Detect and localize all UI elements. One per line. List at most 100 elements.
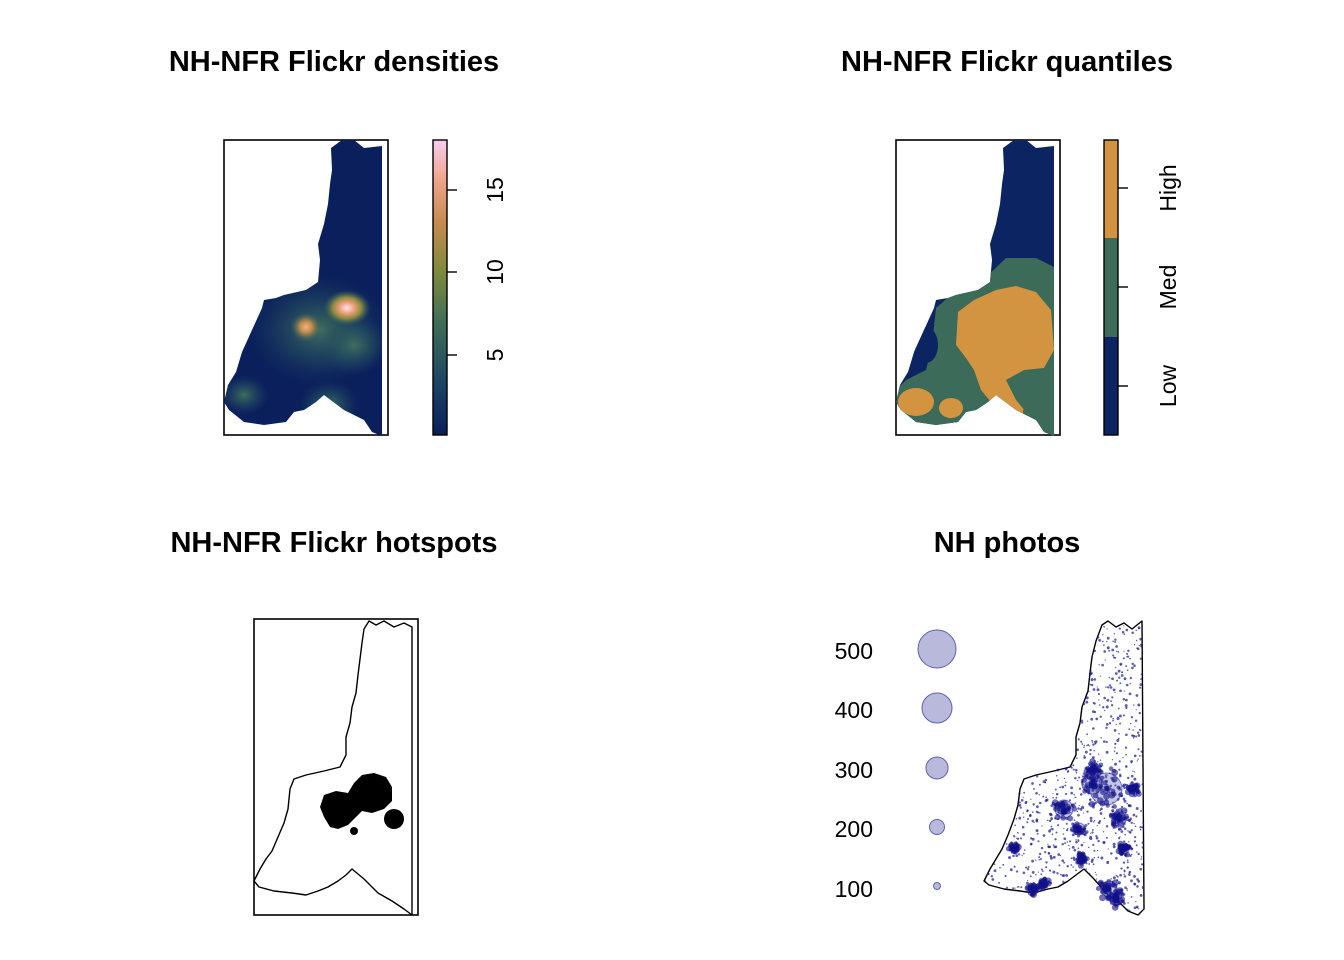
photo-point <box>1013 865 1016 868</box>
photo-point <box>1106 636 1110 640</box>
photo-point <box>1122 861 1126 864</box>
photo-point <box>1040 846 1044 850</box>
photo-point <box>1070 786 1074 790</box>
photo-point <box>1109 686 1113 689</box>
photo-point <box>1091 756 1095 759</box>
title-densities: NH-NFR Flickr densities <box>168 46 500 78</box>
photo-point <box>1005 843 1008 845</box>
photo-point <box>1051 827 1054 831</box>
photo-point <box>1133 704 1135 706</box>
photo-point <box>1074 777 1077 780</box>
photo-point <box>1131 631 1134 634</box>
photo-point <box>1070 864 1073 866</box>
photo-point <box>1130 896 1133 898</box>
photo-point <box>1128 840 1130 843</box>
photo-point <box>1006 886 1009 889</box>
photo-point <box>1091 803 1095 807</box>
photo-point <box>1089 748 1092 752</box>
photo-point <box>1036 775 1039 778</box>
photo-point <box>1119 773 1122 776</box>
photo-point <box>1125 818 1129 822</box>
photo-point <box>1089 753 1092 756</box>
photo-point <box>1097 879 1104 886</box>
bubble-label-300: 300 <box>835 757 873 783</box>
photo-point <box>1089 819 1093 823</box>
photo-point <box>1082 826 1087 831</box>
photo-point <box>1096 849 1099 852</box>
photo-point <box>1083 812 1085 814</box>
photo-point <box>1057 824 1060 827</box>
photo-point <box>1027 879 1029 882</box>
photo-point <box>1090 832 1092 834</box>
photo-point <box>1094 740 1098 743</box>
photo-point <box>1097 761 1099 763</box>
photo-point <box>1052 793 1054 795</box>
photo-point <box>1130 829 1133 832</box>
photo-point <box>1021 825 1025 829</box>
photo-point <box>1108 722 1112 725</box>
photo-point <box>1035 791 1038 795</box>
photo-point <box>1116 816 1122 822</box>
photo-point <box>1128 804 1132 808</box>
photo-point <box>1038 801 1042 805</box>
photo-point <box>1123 799 1127 803</box>
photo-point <box>1099 812 1103 815</box>
photo-point <box>1045 861 1048 864</box>
photo-point <box>1135 900 1137 903</box>
photo-point <box>1129 846 1133 850</box>
photo-point <box>1102 841 1106 844</box>
photo-point <box>987 872 990 876</box>
photo-point <box>1111 904 1119 911</box>
photo-point <box>1124 833 1126 836</box>
photo-point <box>1125 698 1128 702</box>
photo-point <box>1119 788 1122 791</box>
photo-point <box>1067 827 1069 830</box>
photo-point <box>1131 734 1134 737</box>
photo-point <box>1029 875 1032 878</box>
photo-point <box>1081 743 1084 745</box>
photo-point <box>1106 628 1108 630</box>
photo-point <box>1012 887 1015 890</box>
photo-point <box>1130 716 1134 719</box>
photo-point <box>1113 750 1116 752</box>
photo-point <box>1073 858 1076 861</box>
photo-point <box>1052 870 1056 874</box>
photo-point <box>1061 785 1065 789</box>
photo-point <box>1121 821 1126 826</box>
photo-point <box>1099 809 1102 812</box>
photo-point <box>1104 659 1106 661</box>
photo-point <box>1117 651 1120 653</box>
photo-point <box>1141 846 1144 849</box>
title-hotspots: NH-NFR Flickr hotspots <box>170 527 498 559</box>
photo-point <box>1041 825 1043 827</box>
photo-point <box>1139 683 1142 686</box>
photo-point <box>1031 870 1035 874</box>
photo-point <box>1119 682 1122 685</box>
photo-point <box>1112 719 1114 722</box>
photo-point <box>1112 804 1117 809</box>
photo-point <box>1105 723 1109 726</box>
photo-point <box>1111 810 1115 813</box>
photo-point <box>1103 817 1106 820</box>
photo-point <box>1110 878 1112 880</box>
photo-point <box>1096 686 1098 688</box>
photo-point <box>1065 781 1067 783</box>
photo-point <box>1092 688 1096 691</box>
photo-point <box>1095 878 1098 880</box>
photo-point <box>1022 852 1025 855</box>
photo-point <box>1080 779 1084 782</box>
photo-point <box>1108 766 1114 771</box>
photo-point <box>1119 689 1122 693</box>
photo-point <box>1051 833 1054 836</box>
photo-point <box>1105 836 1108 839</box>
photo-point <box>1112 688 1116 692</box>
photo-point <box>1088 745 1091 747</box>
photo-point <box>1126 669 1129 671</box>
photo-point <box>1118 844 1122 847</box>
photo-point <box>1105 825 1109 828</box>
photo-point <box>1109 784 1113 788</box>
photo-point <box>1079 793 1083 796</box>
photo-point <box>1022 816 1025 818</box>
photo-point <box>1087 846 1090 849</box>
photo-point <box>1114 762 1118 766</box>
